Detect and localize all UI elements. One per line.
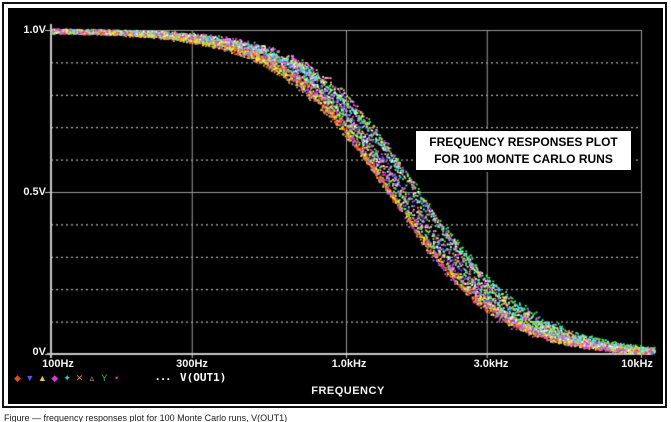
triangle-up-marker-icon: ▲ — [37, 373, 47, 383]
x-tick-label-100hz: 100Hz — [42, 358, 74, 370]
triangle-open-marker-icon: ▵ — [89, 373, 95, 383]
annotation-line2: FOR 100 MONTE CARLO RUNS — [434, 152, 613, 166]
diamond-marker-icon: ◆ — [51, 373, 59, 383]
y-tick-label-05v: 0.5V — [23, 186, 46, 198]
x-marker-icon: ✕ — [75, 373, 84, 383]
y-tick-label-1v: 1.0V — [23, 24, 46, 36]
x-tick-label-300hz: 300Hz — [176, 358, 208, 370]
x-tick-label-3khz: 3.0kHz — [473, 358, 509, 370]
annotation-box: FREQUENCY RESPONSES PLOT FOR 100 MONTE C… — [414, 129, 633, 172]
y-tick-label-0v: 0V — [32, 346, 46, 358]
figure-caption-cropped: Figure — frequency responses plot for 10… — [4, 413, 288, 422]
legend-trace-label: V(OUT1) — [180, 371, 227, 384]
dot-marker-icon: • — [115, 373, 119, 383]
diamond-marker-icon: ◆ — [14, 373, 21, 383]
y-marker-icon: Y — [101, 373, 108, 383]
legend: ... V(OUT1) ◆ ▼ ▲ ◆ ✦ ✕ ▵ Y • — [8, 369, 308, 386]
triangle-down-marker-icon: ▼ — [25, 373, 35, 383]
plot-canvas — [8, 8, 663, 404]
star-marker-icon: ✦ — [63, 373, 71, 383]
x-tick-label-10khz: 10kHz — [621, 358, 653, 370]
legend-ellipsis: ... — [156, 369, 173, 383]
annotation-line1: FREQUENCY RESPONSES PLOT — [429, 135, 618, 149]
x-axis-title: FREQUENCY — [311, 385, 385, 397]
x-tick-label-1khz: 1.0kHz — [331, 358, 367, 370]
